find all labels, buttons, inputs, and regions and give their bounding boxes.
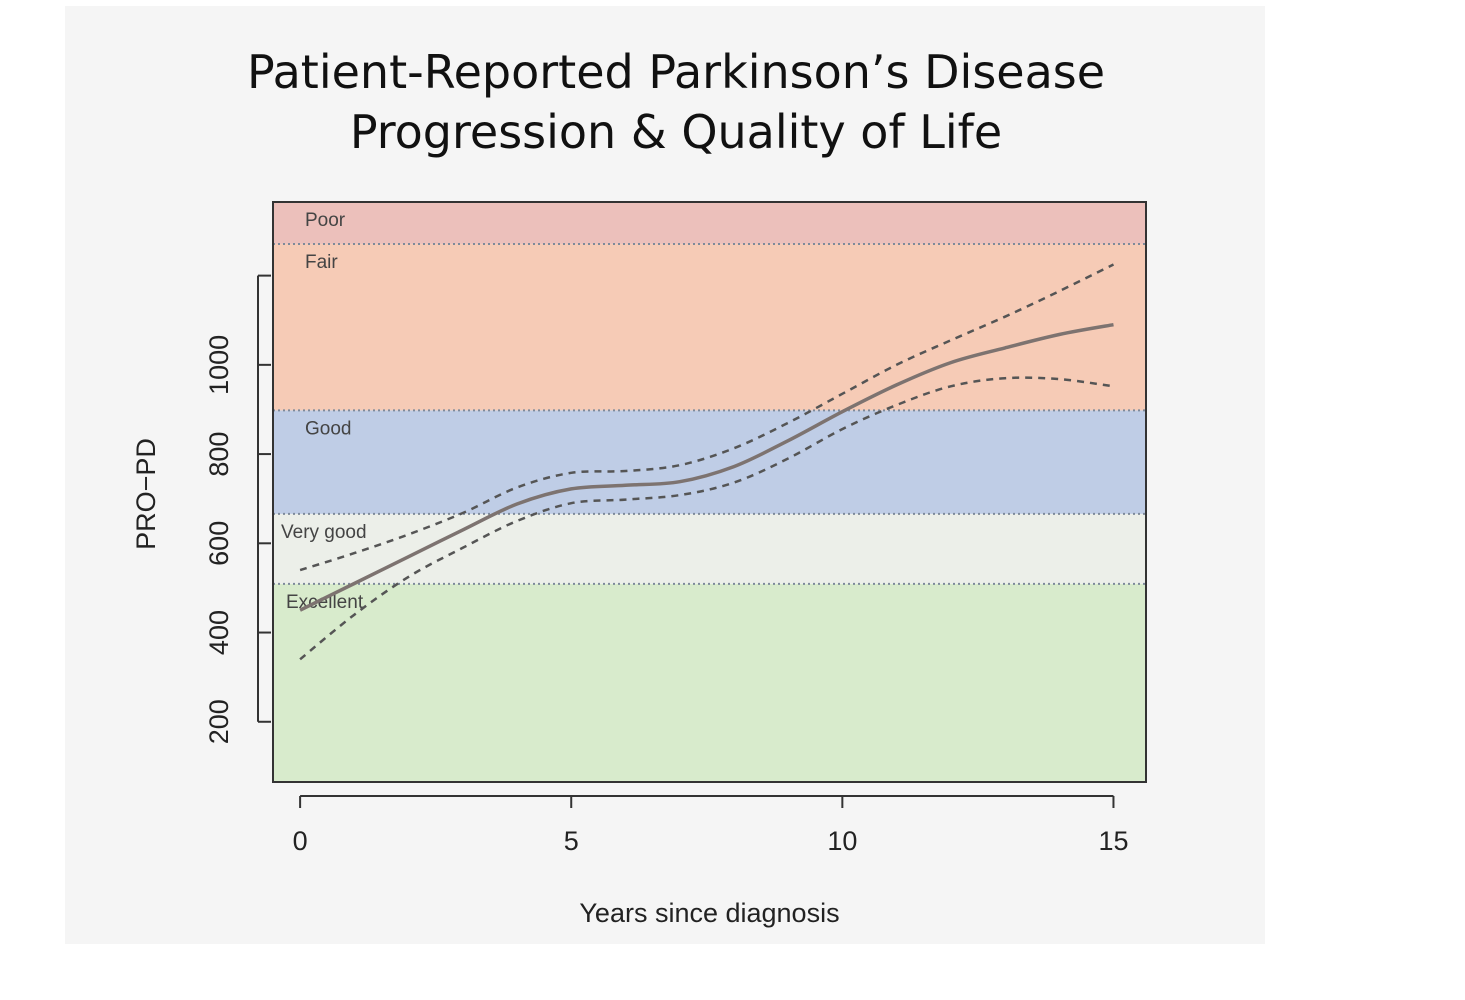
y-tick-label: 600 <box>204 521 234 566</box>
band-boundaries <box>273 242 1146 585</box>
chart-title: Patient-Reported Parkinson’s Disease Pro… <box>0 42 1352 162</box>
band-label: Good <box>305 418 351 439</box>
series-lower-line <box>299 376 1114 661</box>
band-good <box>273 410 1146 514</box>
y-tick-label: 200 <box>204 699 234 744</box>
y-tick-label: 1000 <box>204 335 234 395</box>
x-tick-label: 15 <box>1098 826 1128 856</box>
x-tick-label: 10 <box>827 826 857 856</box>
y-tick-label: 400 <box>204 610 234 655</box>
band-label: Excellent <box>286 592 364 613</box>
x-axis-label: Years since diagnosis <box>579 898 839 928</box>
x-tick-label: 0 <box>293 826 308 856</box>
band-label: Fair <box>305 252 338 273</box>
series-upper-line <box>299 263 1115 572</box>
y-axis: 200 400 600 800 1000 <box>204 274 271 744</box>
series-estimate-line <box>299 322 1114 612</box>
y-axis-label: PRO−PD <box>131 438 161 550</box>
x-tick-label: 5 <box>564 826 579 856</box>
band-poor <box>273 202 1146 244</box>
chart-title-line-1: Patient-Reported Parkinson’s Disease <box>246 45 1106 99</box>
band-excellent <box>273 583 1146 782</box>
band-label: Very good <box>281 522 367 543</box>
series-lines <box>299 263 1115 661</box>
x-axis: 0 5 10 15 <box>293 795 1128 856</box>
quality-bands <box>273 202 1146 782</box>
chart-title-line-2: Progression & Quality of Life <box>349 105 1003 159</box>
band-very-good <box>273 513 1146 584</box>
plot-frame <box>272 201 1147 783</box>
y-tick-label: 800 <box>204 432 234 477</box>
band-fair <box>273 243 1146 411</box>
band-label: Poor <box>305 210 346 231</box>
